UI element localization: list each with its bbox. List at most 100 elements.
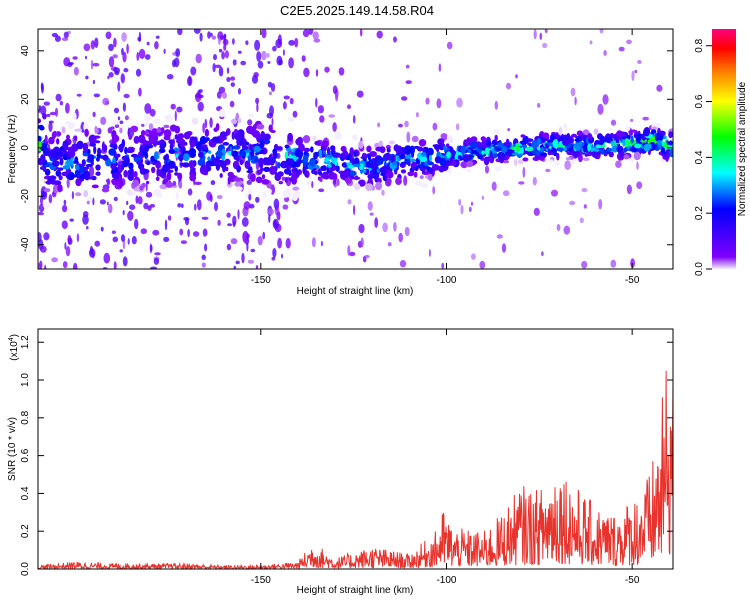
spectrogram-cell bbox=[247, 259, 255, 264]
spectrogram-cell bbox=[250, 248, 256, 253]
spectrogram-cell bbox=[428, 154, 433, 162]
spectrogram-cell bbox=[169, 142, 174, 151]
spectrogram-cell bbox=[93, 145, 97, 155]
spectrogram-x-tick-label: -150 bbox=[251, 275, 271, 286]
spectrogram-cell bbox=[636, 133, 642, 142]
spectrogram-cell bbox=[336, 178, 340, 186]
spectrogram-cell bbox=[457, 154, 463, 160]
spectrogram-cell bbox=[268, 124, 273, 132]
spectrogram-cell bbox=[403, 175, 408, 186]
spectrogram-cell bbox=[483, 156, 490, 166]
spectrogram-cell bbox=[74, 135, 78, 141]
spectrogram-cell bbox=[227, 176, 231, 185]
spectrogram-cell bbox=[38, 203, 45, 213]
spectrogram-cell bbox=[491, 181, 497, 191]
spectrogram-cell bbox=[525, 138, 534, 143]
spectrogram-cell bbox=[212, 63, 216, 73]
spectrogram-cell bbox=[602, 94, 609, 105]
spectrogram-cell bbox=[42, 112, 47, 120]
spectrogram-cell bbox=[496, 234, 503, 239]
spectrogram-cell bbox=[111, 230, 116, 234]
spectrogram-cell bbox=[180, 240, 187, 245]
spectrogram-cell bbox=[254, 39, 261, 51]
spectrogram-cell bbox=[268, 189, 272, 194]
spectrogram-cell bbox=[178, 133, 184, 140]
spectrogram-cell bbox=[515, 74, 518, 79]
spectrogram-x-tick-label: -50 bbox=[625, 275, 640, 286]
spectrogram-cell bbox=[195, 92, 202, 103]
spectrogram-cell bbox=[292, 186, 300, 191]
spectrogram-cell bbox=[668, 131, 673, 139]
spectrogram-cell bbox=[477, 154, 483, 160]
snr-y-tick-label: 0.2 bbox=[20, 524, 31, 538]
spectrogram-cell bbox=[82, 170, 91, 179]
spectrogram-ticks: -150 -100 -50 -40 -20 0 20 40 bbox=[20, 29, 673, 286]
spectrogram-cell bbox=[48, 121, 53, 132]
spectrogram-cell bbox=[163, 124, 170, 129]
spectrogram-cell bbox=[556, 152, 560, 161]
spectrogram-cell bbox=[141, 150, 148, 157]
spectrogram-cell bbox=[326, 146, 331, 156]
spectrogram-cell bbox=[579, 134, 587, 140]
spectrogram-cell bbox=[114, 124, 120, 129]
spectrogram-cell bbox=[143, 113, 152, 122]
spectrogram-cell bbox=[437, 138, 445, 146]
spectrogram-cell bbox=[332, 122, 337, 132]
spectrogram-cell bbox=[324, 66, 330, 73]
spectrogram-cell bbox=[507, 128, 511, 132]
spectrogram-cell bbox=[406, 131, 411, 143]
spectrogram-cell bbox=[623, 147, 628, 153]
spectrogram-cell bbox=[282, 204, 289, 210]
spectrogram-cell bbox=[428, 249, 431, 257]
spectrogram-cell bbox=[225, 166, 229, 172]
spectrogram-cell bbox=[262, 231, 266, 240]
spectrogram-cell bbox=[183, 153, 190, 162]
spectrogram-cell bbox=[241, 252, 245, 264]
spectrogram-cell bbox=[556, 224, 561, 231]
spectrogram-cell bbox=[460, 204, 464, 215]
spectrogram-cell bbox=[658, 130, 666, 136]
spectrogram-cell bbox=[438, 166, 445, 173]
spectrogram-cell bbox=[404, 226, 410, 237]
spectrogram-cell bbox=[413, 171, 418, 178]
spectrogram-cell bbox=[236, 139, 240, 148]
spectrogram-cell bbox=[405, 80, 412, 84]
spectrogram-cell bbox=[120, 73, 126, 84]
spectrogram-x-tick-label: -100 bbox=[436, 275, 456, 286]
spectrogram-cell bbox=[643, 128, 650, 137]
spectrogram-cell bbox=[466, 169, 472, 173]
spectrogram-cell bbox=[611, 145, 619, 153]
spectrogram-cell bbox=[579, 217, 584, 223]
spectrogram-cell bbox=[314, 165, 320, 169]
spectrogram-cell bbox=[236, 165, 242, 173]
spectrogram-cell bbox=[112, 120, 120, 125]
spectrogram-cell bbox=[313, 153, 318, 160]
spectrogram-cell bbox=[576, 136, 580, 144]
spectrogram-cell bbox=[133, 135, 140, 144]
spectrogram-cell bbox=[177, 172, 183, 180]
spectrogram-cell bbox=[92, 79, 95, 85]
spectrogram-cell bbox=[64, 242, 67, 250]
spectrogram-cell bbox=[276, 211, 281, 221]
spectrogram-cell bbox=[400, 169, 407, 174]
spectrogram-cell bbox=[175, 48, 181, 58]
spectrogram-cell bbox=[484, 165, 490, 174]
spectrogram-cell bbox=[135, 195, 139, 204]
spectrogram-cell bbox=[230, 76, 236, 81]
spectrogram-cell bbox=[83, 43, 91, 52]
spectrogram-cell bbox=[591, 151, 597, 158]
spectrogram-cell bbox=[522, 166, 526, 178]
spectrogram-cell bbox=[117, 163, 122, 173]
spectrogram-cell bbox=[185, 218, 189, 226]
spectrogram-cell bbox=[281, 253, 283, 259]
spectrogram-cell bbox=[329, 165, 337, 172]
spectrogram-cell bbox=[570, 87, 576, 97]
spectrogram-cell bbox=[254, 157, 259, 162]
spectrogram-cell bbox=[358, 179, 366, 187]
spectrogram-cell bbox=[95, 164, 101, 171]
spectrogram-cell bbox=[353, 204, 356, 216]
spectrogram-cell bbox=[155, 35, 160, 39]
spectrogram-cell bbox=[568, 137, 573, 144]
spectrogram-cell bbox=[74, 156, 79, 164]
